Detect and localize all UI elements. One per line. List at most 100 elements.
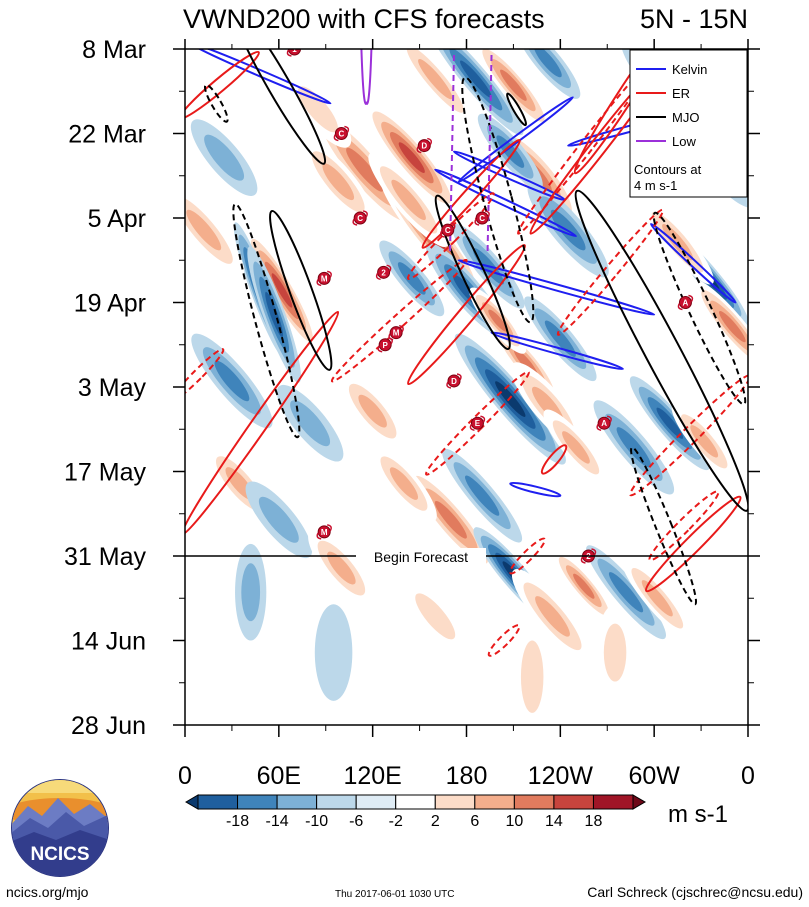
tc-marker-arm [484,210,490,218]
tc-marker: C [333,125,350,142]
tc-marker: A [677,294,694,311]
tc-marker-arm [580,556,586,564]
tc-marker-dot [287,49,301,56]
er-contour [421,138,521,249]
er-contour [487,624,521,657]
tc-marker: M [316,524,332,540]
x-tick-label: 120W [528,762,594,790]
anomaly-level [327,551,356,585]
anomaly-blob [551,548,616,624]
colorbar-segment [553,794,594,810]
anomaly-blob [428,49,524,136]
forecast-label: Begin Forecast [374,549,468,565]
tc-marker: 2 [375,264,392,281]
tc-marker-dot [378,338,392,352]
er-contour [540,444,568,475]
tc-marker-label: M [321,274,328,283]
anomaly-level [533,49,562,78]
anomaly-blob [339,372,406,450]
anomaly-blob [671,403,737,480]
low-contour [448,55,455,255]
tc-marker-arm [375,272,381,281]
anomaly-blob [363,101,460,215]
anomaly-blob [511,569,594,664]
tc-marker-dot [353,211,367,225]
tc-marker-label: 1 [292,45,297,54]
anomaly-level [496,135,525,168]
anomaly-blob [477,113,543,190]
tc-marker-dot [334,127,348,140]
tc-marker: A [596,415,612,431]
kelvin-contour [490,331,624,371]
y-tick-label: 28 Jun [71,712,146,740]
tc-marker-label: M [321,528,328,537]
anomaly-blob [593,400,675,495]
legend-label: MJO [672,110,699,125]
tc-marker-arm [596,423,602,431]
anomaly-level [488,309,508,332]
er-contour [509,537,546,575]
anomaly-blob [185,182,245,278]
anomaly-level [241,563,261,622]
er-contour [185,50,260,120]
y-tick-label: 17 May [64,459,146,487]
anomaly-blob [276,384,344,462]
anomaly-level [204,134,245,181]
colorbar-segment [276,794,318,810]
tc-marker-arm [416,146,422,154]
anomaly-level [265,291,284,338]
latitude-band-label: 5N - 15N [640,4,748,34]
y-tick-label: 14 Jun [71,628,146,656]
anomaly-level [616,427,652,468]
colorbar-tick-label: 14 [545,813,563,830]
tc-marker-label: M [393,329,400,338]
tc-marker-arm [286,49,292,57]
tc-marker-arm [606,415,612,423]
tc-marker-dot [317,271,331,285]
tc-marker-label: A [683,299,689,308]
tc-marker-arm [688,294,694,302]
kelvin-contour [457,96,574,183]
tc-marker-arm [427,137,433,145]
low-contour [486,55,493,255]
er-contour [648,490,720,562]
anomaly-blob [301,138,376,225]
mjo-contour [269,209,333,371]
colorbar-units: m s-1 [668,801,728,828]
er-contour [629,374,748,497]
tc-marker-arm [297,42,301,48]
tc-marker-arm [398,324,404,333]
tc-marker: M [388,324,404,341]
legend-box [629,49,748,198]
anomaly-level [297,86,338,133]
anomaly-blob [308,529,375,607]
y-tick-label: 5 Apr [88,205,146,233]
anomaly-blob [629,376,710,471]
anomaly-blob [586,545,666,640]
tc-marker: M [316,270,332,287]
tc-marker: E [469,415,486,431]
x-tick-label: 60E [257,762,301,790]
tc-marker: P [377,337,393,353]
tc-marker-arm [386,264,392,272]
anomaly-blob [515,49,581,99]
anomaly-level [544,320,576,357]
tc-marker-label: E [475,419,481,428]
tc-marker-arm [362,210,368,218]
anomaly-level [719,310,746,343]
mjo-contour [203,83,229,123]
anomaly-level [322,163,355,201]
colorbar-tick-label: -2 [389,813,403,830]
tc-marker: 1 [286,42,301,57]
tc-marker-label: C [338,130,344,139]
colorbar-tick-label: -18 [226,813,249,830]
tc-marker-dot [475,211,489,225]
colorbar-segment [592,794,634,810]
tc-marker-arm [316,278,322,287]
anomaly-blob [190,119,258,196]
kelvin-contour [434,168,577,238]
colorbar-segment [355,794,397,810]
er-contour [644,495,742,593]
anomaly-blob [621,555,694,641]
colorbar-end-right [632,794,646,810]
